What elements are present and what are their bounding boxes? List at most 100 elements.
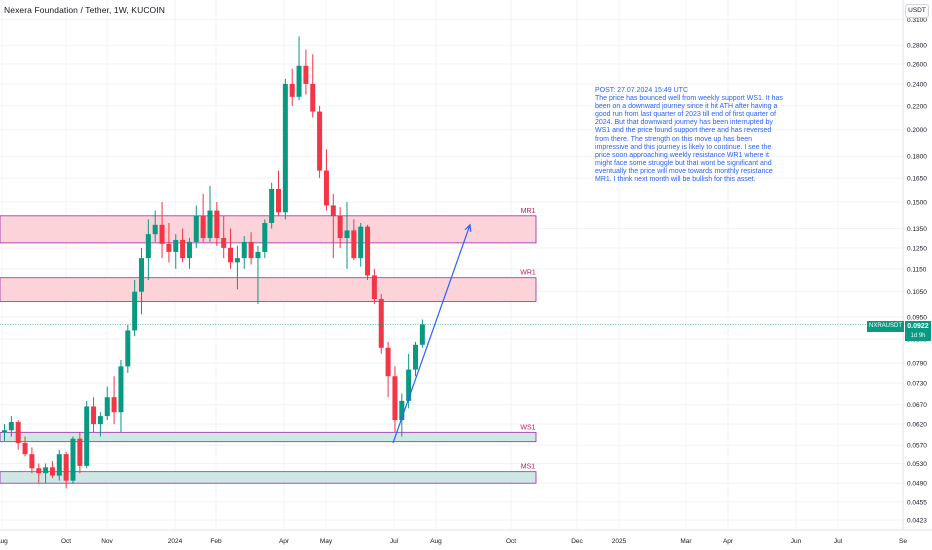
candle-body[interactable] <box>186 241 192 259</box>
zone-label-ms1: MS1 <box>521 464 536 471</box>
candle-body[interactable] <box>221 238 227 248</box>
candle-body[interactable] <box>371 275 377 299</box>
bar-countdown: 1d 9h <box>905 332 931 341</box>
y-tick-label: 0.2600 <box>907 61 927 68</box>
x-tick-label: Jun <box>791 538 802 545</box>
candle-body[interactable] <box>296 65 302 97</box>
candle-body[interactable] <box>97 416 103 425</box>
x-tick-label: Apr <box>279 538 290 545</box>
currency-button[interactable]: USDT <box>905 4 929 18</box>
candle-body[interactable] <box>77 438 83 466</box>
candle-body[interactable] <box>193 215 199 242</box>
candle-body[interactable] <box>248 241 254 259</box>
x-tick-label: Dec <box>571 538 583 545</box>
candle-body[interactable] <box>36 468 42 474</box>
y-tick-label: 0.2200 <box>907 103 927 110</box>
candle-body[interactable] <box>269 188 275 223</box>
candle-body[interactable] <box>234 258 240 263</box>
candle-body[interactable] <box>255 251 261 259</box>
candle-body[interactable] <box>70 438 76 481</box>
candle-body[interactable] <box>399 400 405 421</box>
candle-body[interactable] <box>392 376 398 421</box>
y-tick-label: 0.1500 <box>907 200 927 207</box>
y-tick-label: 0.0570 <box>907 443 927 450</box>
grid-lines <box>0 0 904 530</box>
candle-body[interactable] <box>49 467 55 476</box>
candle-body[interactable] <box>125 330 131 367</box>
candle-body[interactable] <box>262 222 268 252</box>
candle-body[interactable] <box>365 226 371 276</box>
y-tick-label: 0.0423 <box>907 518 927 525</box>
candle-body[interactable] <box>139 258 144 292</box>
candle-body[interactable] <box>310 83 316 112</box>
x-tick-label: Oct <box>61 538 71 545</box>
candle-body[interactable] <box>419 324 425 345</box>
y-tick-label: 0.0730 <box>907 381 927 388</box>
candle-body[interactable] <box>330 205 336 216</box>
zone-ws1[interactable] <box>0 431 537 443</box>
candle-body[interactable] <box>15 422 21 444</box>
candle-body[interactable] <box>344 230 350 239</box>
candle-body[interactable] <box>207 210 213 239</box>
candle-body[interactable] <box>111 397 117 413</box>
x-tick-label: Mar <box>680 538 692 545</box>
candle-body[interactable] <box>282 83 288 213</box>
candles-layer <box>2 36 425 489</box>
candle-body[interactable] <box>289 83 295 97</box>
candle-body[interactable] <box>91 406 97 425</box>
candle-body[interactable] <box>152 224 158 235</box>
candle-body[interactable] <box>351 230 357 259</box>
x-tick-label: Jul <box>390 538 399 545</box>
candle-body[interactable] <box>317 111 323 171</box>
candle-body[interactable] <box>413 344 418 370</box>
x-tick-label: Aug <box>430 538 442 545</box>
last-price-tag: 0.0922 <box>905 321 931 332</box>
candle-body[interactable] <box>29 454 35 469</box>
candle-body[interactable] <box>200 215 206 239</box>
candle-body[interactable] <box>323 170 329 206</box>
x-tick-label: 2024 <box>168 538 183 545</box>
candle-body[interactable] <box>276 188 281 213</box>
candle-body[interactable] <box>56 454 62 476</box>
candle-body[interactable] <box>63 454 69 481</box>
x-tick-label: Jul <box>834 538 843 545</box>
candle-body[interactable] <box>43 467 49 474</box>
y-tick-label: 0.2000 <box>907 127 927 134</box>
x-tick-label: May <box>320 538 333 545</box>
candle-body[interactable] <box>378 298 384 348</box>
y-tick-label: 0.1800 <box>907 154 927 161</box>
x-tick-label: Feb <box>210 538 222 545</box>
y-tick-label: 0.2400 <box>907 81 927 88</box>
projection-arrow[interactable] <box>392 224 471 444</box>
y-tick-label: 0.2800 <box>907 43 927 50</box>
candle-body[interactable] <box>8 422 14 431</box>
candle-body[interactable] <box>118 366 124 413</box>
zone-label-mr1: MR1 <box>521 208 536 215</box>
candle-body[interactable] <box>358 226 364 259</box>
candle-body[interactable] <box>180 239 186 259</box>
y-tick-label: 0.1350 <box>907 226 927 233</box>
zone-ms1[interactable] <box>0 471 537 484</box>
candle-body[interactable] <box>406 369 412 401</box>
candle-body[interactable] <box>173 239 179 252</box>
candle-body[interactable] <box>132 291 138 331</box>
candle-body[interactable] <box>241 241 247 259</box>
candle-body[interactable] <box>2 430 7 433</box>
candle-body[interactable] <box>22 443 28 455</box>
zone-wr1[interactable] <box>0 277 537 302</box>
candle-body[interactable] <box>303 65 309 84</box>
y-tick-label: 0.0490 <box>907 481 927 488</box>
candle-body[interactable] <box>385 347 391 377</box>
candle-body[interactable] <box>84 406 90 466</box>
candle-body[interactable] <box>337 215 343 239</box>
candle-body[interactable] <box>104 397 110 417</box>
idea-note: POST: 27.07.2024 15:49 UTC The price has… <box>595 87 783 184</box>
zone-mr1[interactable] <box>0 215 537 244</box>
candle-body[interactable] <box>228 247 234 263</box>
candle-body[interactable] <box>145 234 151 259</box>
candle-body[interactable] <box>166 243 172 252</box>
candle-body[interactable] <box>214 210 220 239</box>
candle-body[interactable] <box>159 224 165 244</box>
symbol-tag: NXRAUSDT <box>867 321 904 332</box>
